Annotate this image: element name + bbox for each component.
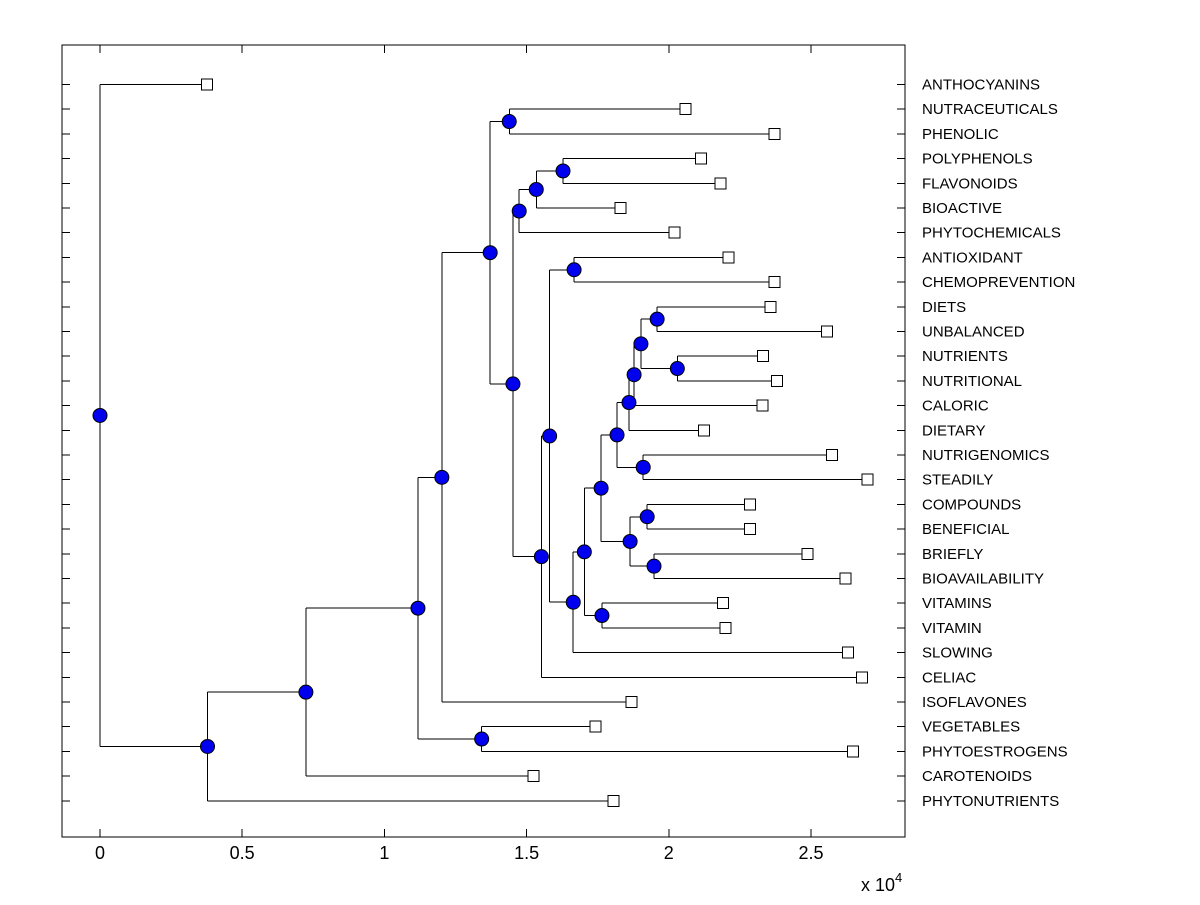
leaf-marker bbox=[743, 523, 756, 536]
leaf-marker bbox=[825, 449, 838, 461]
x-tick-label: 1.5 bbox=[514, 843, 539, 863]
branch-node-marker bbox=[639, 509, 655, 525]
leaf-label: CHEMOPREVENTION bbox=[922, 274, 1075, 291]
leaf-label: NUTRIGENOMICS bbox=[922, 447, 1050, 464]
leaf-label: NUTRIENTS bbox=[922, 348, 1008, 365]
leaf-marker bbox=[846, 745, 859, 758]
leaf-marker bbox=[768, 276, 781, 289]
leaf-label: BIOAVAILABILITY bbox=[922, 571, 1044, 588]
branch-node-marker bbox=[576, 544, 592, 560]
x-tick-label: 0 bbox=[95, 843, 105, 863]
leaf-label: ISOFLAVONES bbox=[922, 694, 1027, 711]
branch-node-marker bbox=[298, 684, 314, 700]
leaf-label: STEADILY bbox=[922, 472, 993, 489]
leaf-label: BRIEFLY bbox=[922, 546, 983, 563]
leaf-marker bbox=[861, 473, 874, 486]
leaf-label: CAROTENOIDS bbox=[922, 768, 1032, 785]
leaf-marker bbox=[698, 424, 711, 437]
branch-node-marker bbox=[501, 114, 517, 130]
branch-node-marker bbox=[669, 361, 685, 377]
leaf-label: BIOACTIVE bbox=[922, 200, 1002, 217]
leaf-label: DIETARY bbox=[922, 422, 986, 439]
leaf-marker bbox=[768, 127, 781, 140]
leaf-marker bbox=[839, 572, 852, 585]
branch-node-marker bbox=[410, 600, 426, 616]
leaf-marker bbox=[668, 226, 681, 239]
leaf-marker bbox=[679, 103, 692, 116]
leaf-marker bbox=[695, 152, 708, 165]
leaf-label: CELIAC bbox=[922, 669, 976, 686]
leaf-marker bbox=[756, 350, 769, 363]
leaf-label: UNBALANCED bbox=[922, 324, 1025, 341]
branch-node-marker bbox=[528, 181, 544, 197]
leaf-label: PHYTOESTROGENS bbox=[922, 743, 1068, 760]
branch-node-marker bbox=[482, 245, 498, 261]
branch-node-marker bbox=[434, 469, 450, 485]
branch-node-marker bbox=[565, 594, 581, 610]
leaf-label: PHYTONUTRIENTS bbox=[922, 793, 1059, 810]
leaf-marker bbox=[719, 621, 732, 634]
x-tick-label: 1 bbox=[379, 843, 389, 863]
branch-node-marker bbox=[474, 731, 490, 747]
leaf-marker bbox=[589, 720, 602, 733]
branch-node-marker bbox=[635, 459, 651, 475]
x-tick-label: 2 bbox=[664, 843, 674, 863]
leaf-marker bbox=[614, 202, 627, 214]
branch-node-marker bbox=[626, 367, 642, 383]
x-tick-label: 0.5 bbox=[230, 843, 255, 863]
leaf-marker bbox=[743, 498, 756, 511]
branch-node-marker bbox=[609, 427, 625, 443]
branch-node-marker bbox=[646, 558, 662, 574]
x-tick-label: 2.5 bbox=[798, 843, 823, 863]
leaf-marker bbox=[714, 177, 727, 190]
leaf-label: CALORIC bbox=[922, 398, 989, 415]
axis-box bbox=[61, 44, 906, 838]
leaf-label: VEGETABLES bbox=[922, 719, 1020, 736]
branch-node-marker bbox=[621, 395, 637, 411]
leaf-marker bbox=[527, 770, 540, 783]
leaf-marker bbox=[801, 547, 814, 560]
leaf-marker bbox=[607, 794, 620, 807]
branch-node-marker bbox=[200, 738, 216, 754]
leaf-marker bbox=[764, 300, 777, 313]
leaf-label: COMPOUNDS bbox=[922, 496, 1021, 513]
leaf-label: PHYTOCHEMICALS bbox=[922, 225, 1061, 242]
leaf-label: NUTRACEUTICALS bbox=[922, 101, 1058, 118]
leaf-marker bbox=[625, 696, 638, 708]
branch-node-marker bbox=[622, 533, 638, 549]
branch-node-marker bbox=[542, 428, 558, 444]
branch-node-marker bbox=[511, 203, 527, 219]
branch-node-marker bbox=[533, 549, 549, 565]
branch-node-marker bbox=[566, 262, 582, 278]
branch-node-marker bbox=[92, 407, 108, 423]
leaf-label: ANTIOXIDANT bbox=[922, 249, 1023, 266]
leaf-label: PHENOLIC bbox=[922, 126, 999, 143]
branch-node-marker bbox=[633, 336, 649, 352]
leaf-label: POLYPHENOLS bbox=[922, 151, 1033, 168]
leaf-marker bbox=[771, 374, 784, 387]
leaf-label: SLOWING bbox=[922, 645, 993, 662]
branch-node-marker bbox=[555, 163, 571, 179]
leaf-marker bbox=[856, 671, 869, 684]
leaf-marker bbox=[841, 646, 854, 659]
leaf-label: VITAMINS bbox=[922, 595, 992, 612]
leaf-label: FLAVONOIDS bbox=[922, 175, 1018, 192]
leaf-label: BENEFICIAL bbox=[922, 521, 1010, 538]
leaf-marker bbox=[821, 325, 834, 338]
leaf-marker bbox=[717, 597, 730, 610]
branch-node-marker bbox=[594, 608, 610, 624]
leaf-label: VITAMIN bbox=[922, 620, 982, 637]
branch-node-marker bbox=[593, 480, 609, 496]
leaf-label: NUTRITIONAL bbox=[922, 373, 1022, 390]
branch-node-marker bbox=[505, 376, 521, 392]
leaf-marker bbox=[200, 78, 213, 91]
leaf-label: DIETS bbox=[922, 299, 966, 316]
leaf-label: ANTHOCYANINS bbox=[922, 77, 1040, 94]
branch-node-marker bbox=[649, 311, 665, 327]
leaf-marker bbox=[722, 251, 735, 264]
leaf-marker bbox=[756, 399, 769, 412]
